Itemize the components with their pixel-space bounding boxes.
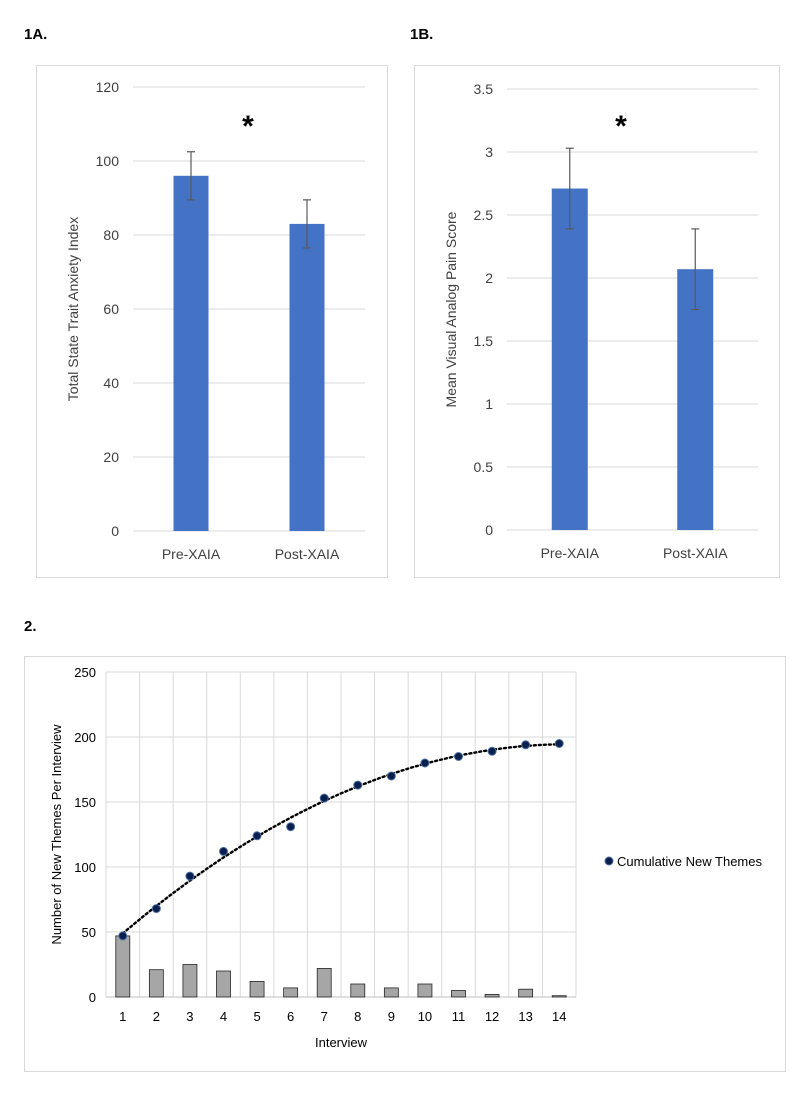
chart-2-bar xyxy=(484,994,500,998)
chart-2-bar xyxy=(350,983,366,998)
chart-2-y-tick-label: 200 xyxy=(74,730,96,745)
chart-1a-y-axis-label: Total State Trait Anxiety Index xyxy=(65,217,81,401)
chart-2-point xyxy=(420,758,430,768)
chart-2-y-tick-label: 250 xyxy=(74,665,96,680)
chart-2-point xyxy=(252,831,262,841)
chart-1b-y-axis-label: Mean Visual Analog Pain Score xyxy=(443,211,459,407)
chart-1b-x-tick-label: Post-XAIA xyxy=(663,545,728,561)
chart-1a-y-tick-label: 20 xyxy=(103,449,119,465)
chart-2-y-axis-label: Number of New Themes Per Interview xyxy=(49,724,64,945)
chart-2-x-tick-label: 13 xyxy=(518,1009,532,1024)
chart-1a-x-tick-label: Post-XAIA xyxy=(275,546,340,562)
chart-1b-bar xyxy=(677,269,714,530)
chart-2-bar xyxy=(216,970,231,998)
chart-2-bar xyxy=(316,968,332,998)
chart-2-point xyxy=(454,752,463,761)
chart-2-bar xyxy=(551,995,567,998)
chart-2-legend-label: Cumulative New Themes xyxy=(617,854,762,869)
chart-2-bar xyxy=(451,990,466,998)
chart-1b-y-tick-label: 0.5 xyxy=(474,459,494,475)
chart-2-bar xyxy=(518,988,534,998)
chart-1a-y-tick-label: 80 xyxy=(103,227,119,243)
chart-2-point xyxy=(386,771,396,781)
chart-1b-frame xyxy=(414,65,780,578)
chart-2-x-tick-label: 5 xyxy=(253,1009,260,1024)
chart-2-bar xyxy=(249,981,265,998)
chart-1a-y-tick-label: 40 xyxy=(103,375,119,391)
chart-2-frame xyxy=(24,656,786,1072)
panel-label-2: 2. xyxy=(24,618,37,635)
chart-1b-significance-marker: * xyxy=(615,110,627,143)
chart-2-point xyxy=(286,822,296,832)
chart-2-y-tick-label: 50 xyxy=(82,925,96,940)
panel-label-1b: 1B. xyxy=(410,26,434,43)
chart-2-x-tick-label: 12 xyxy=(485,1009,499,1024)
chart-2-point xyxy=(521,740,531,750)
chart-1b-y-tick-label: 2 xyxy=(485,270,493,286)
chart-2-bar xyxy=(182,964,198,998)
chart-2-x-tick-label: 9 xyxy=(388,1009,395,1024)
chart-2-bar xyxy=(115,935,131,998)
chart-2-x-tick-label: 14 xyxy=(552,1009,566,1024)
chart-1b-y-tick-label: 2.5 xyxy=(474,207,494,223)
chart-2-x-axis-label: Interview xyxy=(315,1035,368,1050)
chart-2-x-tick-label: 3 xyxy=(186,1009,193,1024)
chart-1a-y-tick-label: 120 xyxy=(96,79,120,95)
chart-2-bar xyxy=(283,987,299,998)
chart-2-point xyxy=(353,780,363,790)
chart-2-x-tick-label: 11 xyxy=(452,1009,466,1024)
chart-2-x-tick-label: 10 xyxy=(418,1009,432,1024)
chart-1a-x-tick-label: Pre-XAIA xyxy=(162,546,221,562)
chart-2-point xyxy=(487,746,497,756)
chart-2-point xyxy=(118,931,128,941)
chart-1a-y-tick-label: 0 xyxy=(111,523,119,539)
chart-2-point xyxy=(319,793,329,803)
chart-1b-y-tick-label: 0 xyxy=(485,522,493,538)
chart-2-y-tick-label: 150 xyxy=(74,795,96,810)
chart-2-y-tick-label: 0 xyxy=(89,990,96,1005)
chart-2-x-tick-label: 7 xyxy=(321,1009,328,1024)
chart-2-point xyxy=(185,871,195,881)
chart-2-point xyxy=(151,904,161,914)
chart-1b-bar xyxy=(551,188,588,531)
chart-2-bar xyxy=(148,969,164,998)
chart-1a-significance-marker: * xyxy=(242,110,254,143)
chart-2-x-tick-label: 4 xyxy=(220,1009,227,1024)
chart-2-x-tick-label: 1 xyxy=(119,1009,126,1024)
chart-2-legend-marker xyxy=(604,856,614,866)
chart-2-x-tick-label: 2 xyxy=(153,1009,160,1024)
chart-2-x-tick-label: 8 xyxy=(354,1009,361,1024)
chart-1a-bar xyxy=(289,223,325,531)
chart-2-trendline xyxy=(121,743,561,935)
panel-label-1a: 1A. xyxy=(24,26,48,43)
chart-1a-bar xyxy=(173,175,209,532)
chart-2-point xyxy=(554,739,564,748)
chart-1b-y-tick-label: 3.5 xyxy=(474,81,494,97)
chart-2-bar xyxy=(417,983,433,998)
chart-1b-y-tick-label: 1 xyxy=(485,396,493,412)
chart-2-bar xyxy=(383,987,399,998)
chart-1b-y-tick-label: 1.5 xyxy=(474,333,494,349)
chart-1a-y-tick-label: 100 xyxy=(96,153,120,169)
chart-1b-y-tick-label: 3 xyxy=(485,144,493,160)
chart-1a-frame xyxy=(36,65,388,578)
chart-1b-x-tick-label: Pre-XAIA xyxy=(541,545,600,561)
chart-2-x-tick-label: 6 xyxy=(287,1009,294,1024)
chart-2-point xyxy=(219,846,228,856)
chart-2-y-tick-label: 100 xyxy=(74,860,96,875)
chart-1a-y-tick-label: 60 xyxy=(103,301,119,317)
